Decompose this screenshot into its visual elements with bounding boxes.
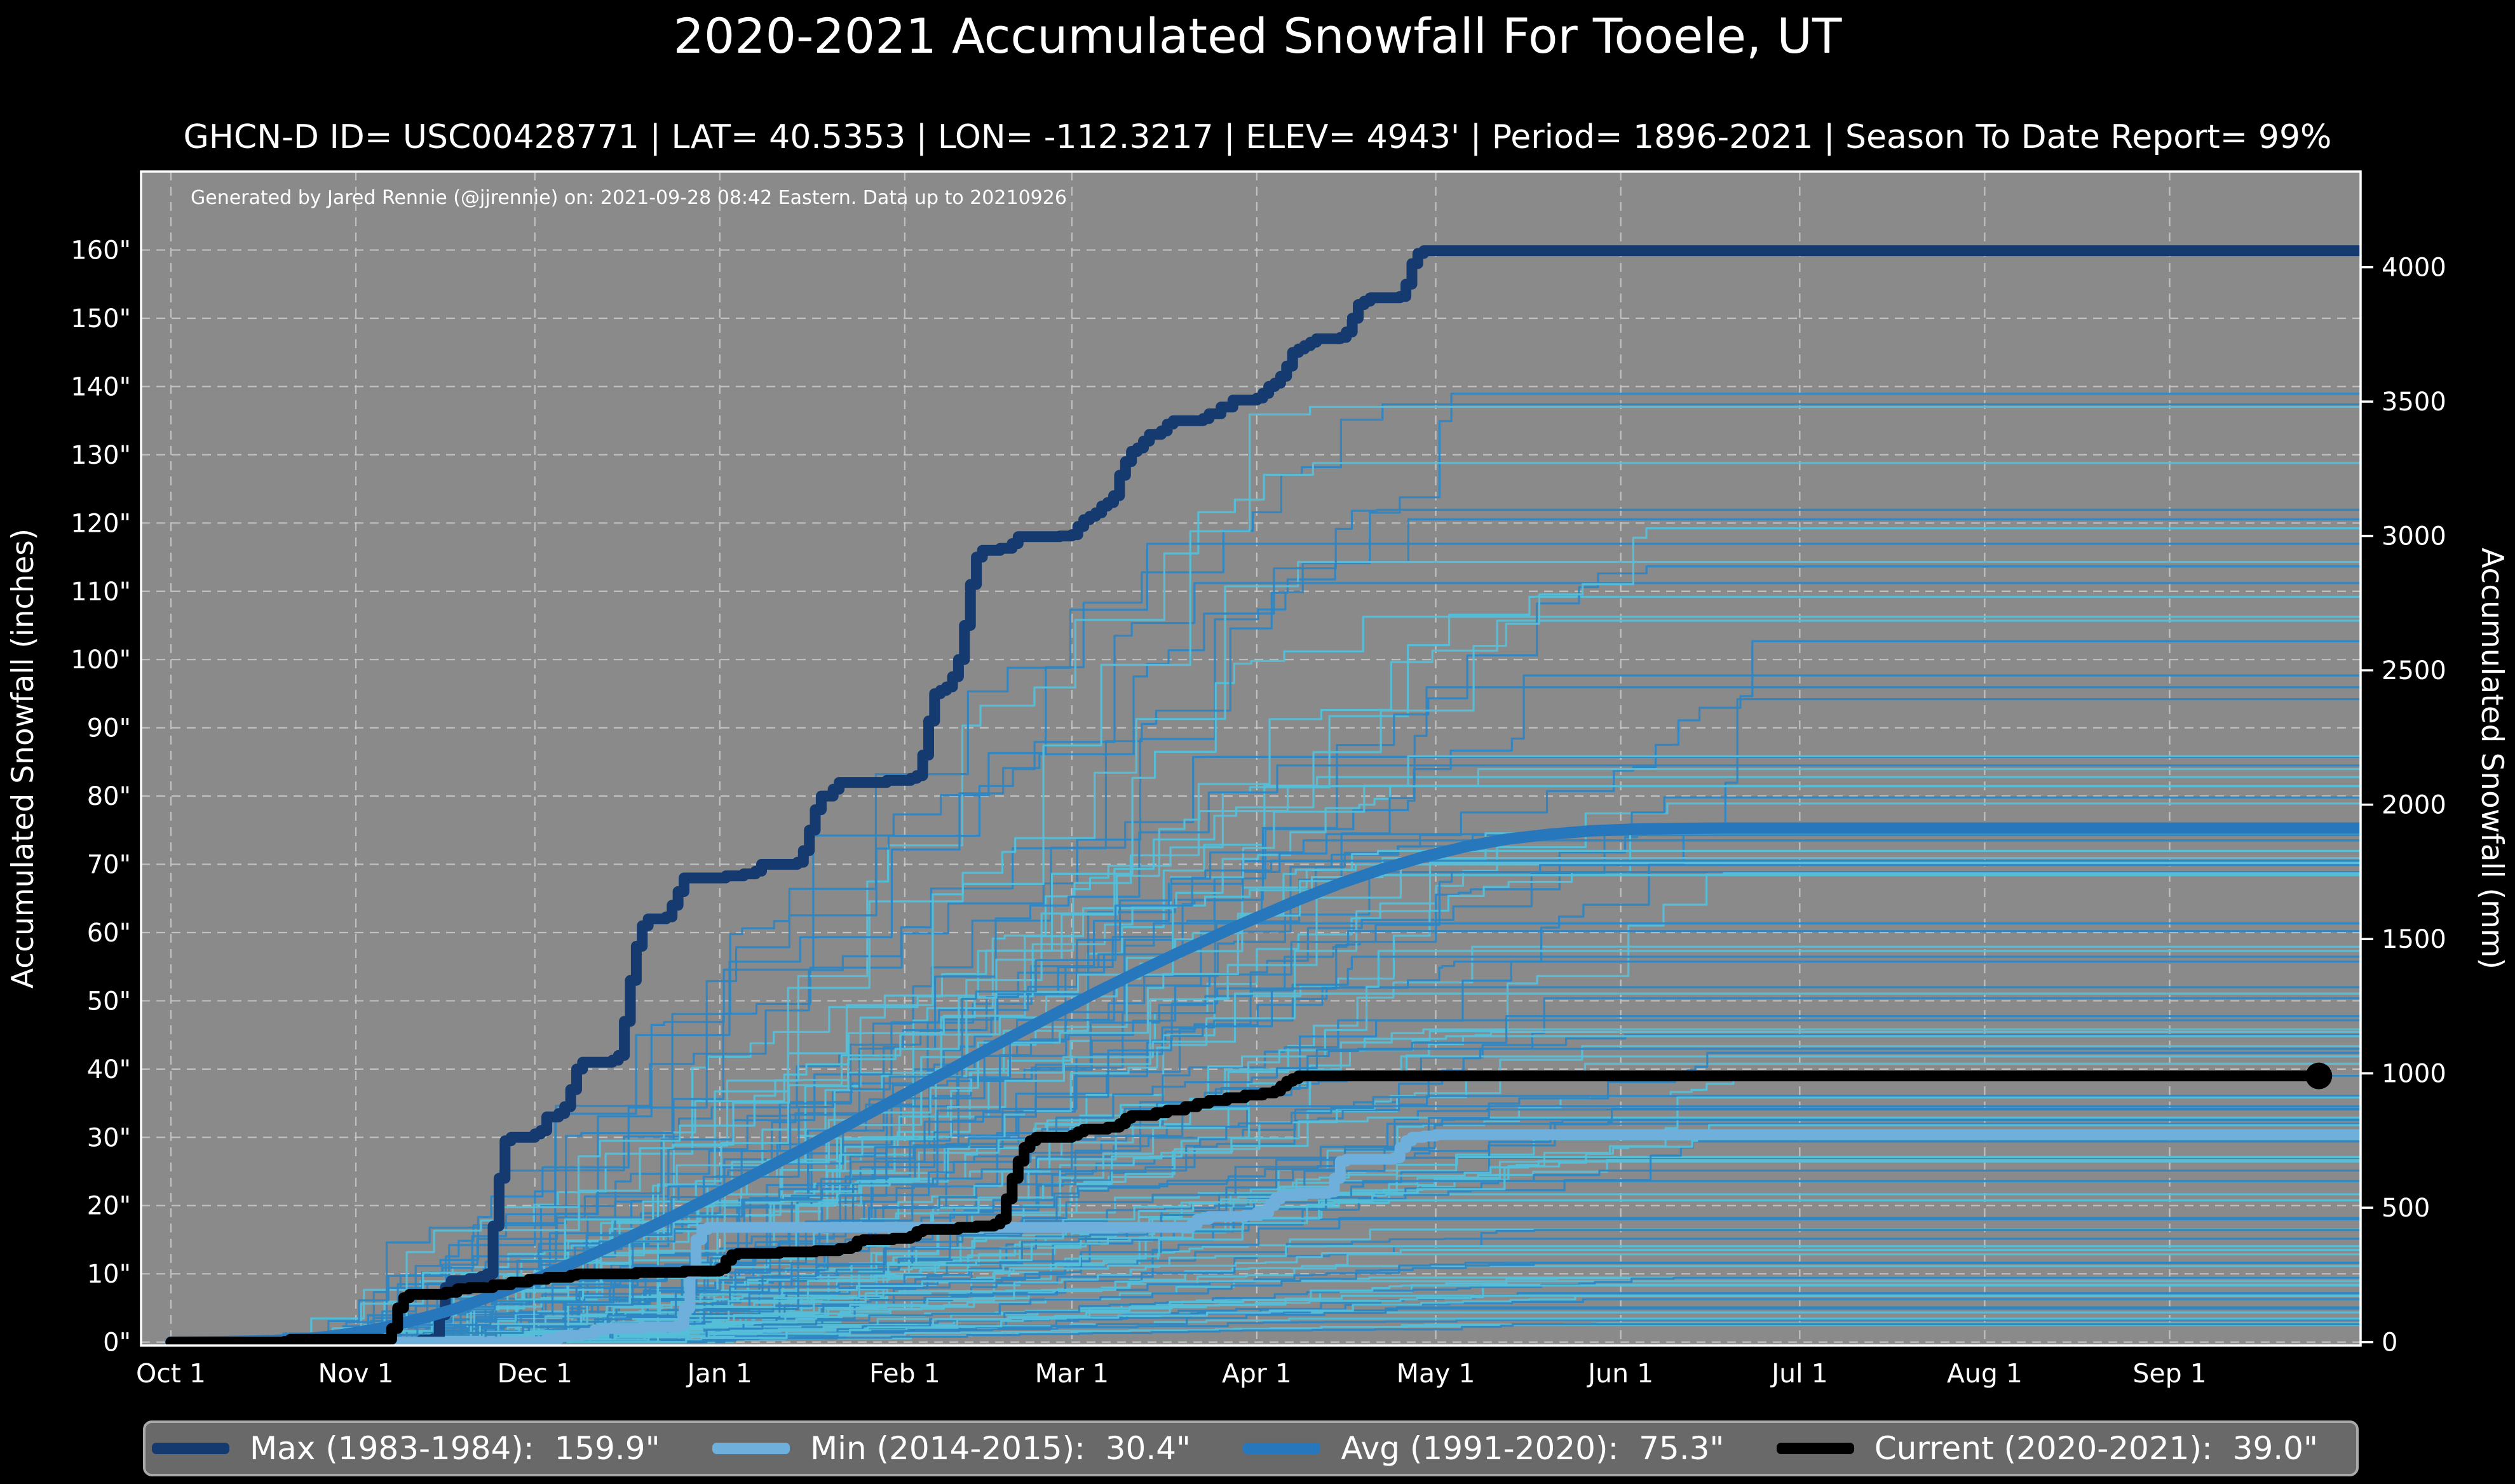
y-right-tick-label: 3000: [2382, 522, 2446, 551]
season-trace: [170, 1124, 2361, 1344]
y-left-tick-label: 10": [87, 1260, 131, 1289]
legend-item-max: Max (1983-1984): 159.9": [152, 1430, 660, 1467]
x-tick-label: May 1: [1397, 1358, 1475, 1389]
season-trace: [170, 405, 2361, 1344]
season-trace: [170, 543, 2361, 1344]
y-left-tick-label: 60": [87, 919, 131, 948]
x-tick-label: Jul 1: [1770, 1358, 1828, 1389]
season-trace: [170, 1140, 2361, 1344]
y-right-tick-label: 0: [2382, 1328, 2397, 1358]
season-trace: [170, 930, 2361, 1344]
y-left-tick-label: 100": [71, 645, 131, 675]
x-tick-label: Nov 1: [318, 1358, 393, 1389]
x-tick-label: Jan 1: [686, 1358, 752, 1389]
legend-swatch-current: [1776, 1443, 1854, 1454]
season-trace: [170, 864, 2361, 1344]
x-tick-label: Mar 1: [1035, 1358, 1109, 1389]
y-left-tick-label: 70": [87, 851, 131, 880]
season-trace: [170, 560, 2361, 1344]
y-left-tick-label: 150": [71, 304, 131, 334]
y-right-tick-label: 2500: [2382, 656, 2446, 685]
series-max-line: [165, 245, 2361, 1346]
y-left-tick-label: 20": [87, 1192, 131, 1221]
legend-swatch-min: [712, 1443, 790, 1454]
season-trace: [170, 992, 2361, 1344]
season-trace: [170, 462, 2361, 1344]
y-left-axis-title: Accumulated Snowfall (inches): [6, 529, 41, 988]
legend-item-current: Current (2020-2021): 39.0": [1776, 1430, 2318, 1467]
x-tick-label: Jun 1: [1586, 1358, 1653, 1389]
season-trace: [170, 961, 2361, 1344]
season-trace: [170, 755, 2361, 1344]
season-trace: [170, 1262, 2361, 1344]
y-right-tick-label: 3500: [2382, 388, 2446, 417]
season-trace: [170, 674, 2361, 1344]
x-tick-label: Dec 1: [497, 1358, 572, 1389]
y-left-tick-label: 120": [71, 509, 131, 538]
y-left-tick-label: 80": [87, 782, 131, 811]
x-tick-label: Apr 1: [1222, 1358, 1292, 1389]
season-trace: [170, 832, 2361, 1344]
series-current-line: [165, 1070, 2324, 1346]
attribution-note: Generated by Jared Rennie (@jjrennie) on…: [191, 187, 1067, 209]
legend-swatch-avg: [1243, 1443, 1321, 1454]
x-tick-label: Feb 1: [869, 1358, 940, 1389]
y-left-tick-label: 110": [71, 577, 131, 607]
y-right-tick-label: 1500: [2382, 925, 2446, 954]
season-trace: [170, 527, 2361, 1344]
y-right-tick-label: 2000: [2382, 791, 2446, 820]
y-left-tick-label: 40": [87, 1055, 131, 1084]
x-tick-label: Aug 1: [1947, 1358, 2023, 1389]
y-right-tick-label: 4000: [2382, 253, 2446, 283]
season-trace: [170, 1261, 2361, 1344]
season-trace: [170, 1248, 2361, 1344]
y-right-axis-title: Accumulated Snowfall (mm): [2474, 548, 2509, 969]
season-trace: [170, 860, 2361, 1344]
y-left-tick-label: 160": [71, 236, 131, 266]
legend: Max (1983-1984): 159.9" Min (2014-2015):…: [143, 1420, 2359, 1476]
current-end-dot: [2305, 1062, 2333, 1089]
y-left-tick-label: 140": [71, 372, 131, 401]
y-right-tick-label: 500: [2382, 1194, 2430, 1223]
plot-border: [140, 170, 2362, 1347]
season-trace: [170, 1217, 2361, 1344]
season-trace: [170, 1295, 2361, 1344]
season-trace: [170, 785, 2361, 1344]
y-left-tick-label: 90": [87, 714, 131, 743]
season-trace: [170, 565, 2361, 1344]
series-min-line: [165, 1129, 2361, 1346]
legend-label-avg: Avg (1991-2020): 75.3": [1341, 1430, 1725, 1467]
legend-label-max: Max (1983-1984): 159.9": [250, 1430, 660, 1467]
y-left-tick-label: 130": [71, 441, 131, 470]
x-tick-label: Sep 1: [2132, 1358, 2206, 1389]
legend-item-min: Min (2014-2015): 30.4": [712, 1430, 1191, 1467]
season-trace: [170, 1051, 2361, 1344]
legend-label-current: Current (2020-2021): 39.0": [1874, 1430, 2318, 1467]
y-left-tick-label: 50": [87, 987, 131, 1016]
chart-subtitle: GHCN-D ID= USC00428771 | LAT= 40.5353 | …: [183, 118, 2332, 156]
season-trace: [170, 796, 2361, 1344]
chart-title: 2020-2021 Accumulated Snowfall For Tooel…: [673, 8, 1842, 64]
y-left-tick-label: 30": [87, 1123, 131, 1152]
y-left-tick-label: 0": [103, 1328, 131, 1358]
legend-item-avg: Avg (1991-2020): 75.3": [1243, 1430, 1724, 1467]
season-trace: [170, 768, 2361, 1344]
season-trace: [170, 1285, 2361, 1344]
x-tick-label: Oct 1: [136, 1358, 206, 1389]
plot-background: [141, 172, 2361, 1346]
legend-label-min: Min (2014-2015): 30.4": [810, 1430, 1191, 1467]
plot-data-layer: [165, 245, 2361, 1346]
season-trace: [170, 508, 2361, 1344]
legend-swatch-max: [152, 1443, 229, 1454]
season-trace: [170, 839, 2361, 1344]
y-right-tick-label: 1000: [2382, 1060, 2446, 1089]
